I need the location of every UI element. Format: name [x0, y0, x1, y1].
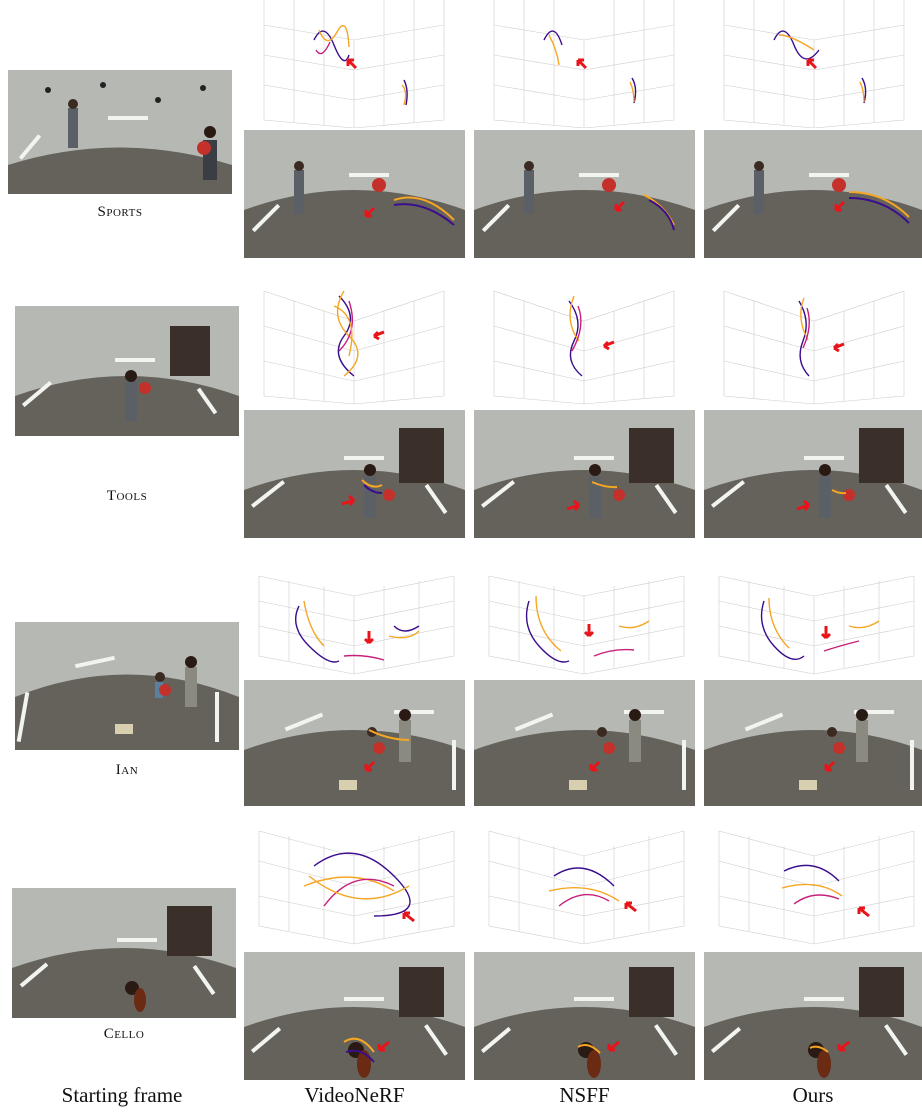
plot-3d-cello-videonerf [244, 816, 465, 946]
row-label-ian: Ian [115, 762, 139, 778]
starting-frame-cello [12, 888, 236, 1018]
render-sports-videonerf [244, 130, 465, 258]
render-sports-nsff [474, 130, 695, 258]
render-sports-ours [704, 130, 922, 258]
plot-3d-ian-videonerf [244, 546, 465, 676]
plot-3d-sports-videonerf [244, 0, 465, 128]
starting-frame-sports [8, 70, 232, 194]
render-ian-ours [704, 680, 922, 806]
plot-3d-tools-nsff [474, 276, 695, 406]
starting-frame-ian [15, 622, 239, 750]
plot-3d-ian-nsff [474, 546, 695, 676]
render-tools-videonerf [244, 410, 465, 538]
starting-frame-tools [15, 306, 239, 436]
plot-3d-ian-ours [704, 546, 922, 676]
render-tools-nsff [474, 410, 695, 538]
row-label-sports: Sports [97, 204, 143, 220]
render-tools-ours [704, 410, 922, 538]
render-cello-nsff [474, 952, 695, 1080]
plot-3d-tools-videonerf [244, 276, 465, 406]
render-ian-videonerf [244, 680, 465, 806]
plot-3d-cello-nsff [474, 816, 695, 946]
plot-3d-cello-ours [704, 816, 922, 946]
plot-3d-sports-nsff [474, 0, 695, 128]
column-label-starting-frame: Starting frame [61, 1083, 183, 1107]
render-ian-nsff [474, 680, 695, 806]
column-label-nsff: NSFF [559, 1083, 610, 1107]
column-label-videonerf: VideoNeRF [304, 1083, 405, 1107]
row-label-cello: Cello [103, 1026, 145, 1042]
plot-3d-tools-ours [704, 276, 922, 406]
render-cello-ours [704, 952, 922, 1080]
plot-3d-sports-ours [704, 0, 922, 128]
render-cello-videonerf [244, 952, 465, 1080]
column-label-ours: Ours [792, 1083, 834, 1107]
row-label-tools: Tools [106, 488, 148, 504]
